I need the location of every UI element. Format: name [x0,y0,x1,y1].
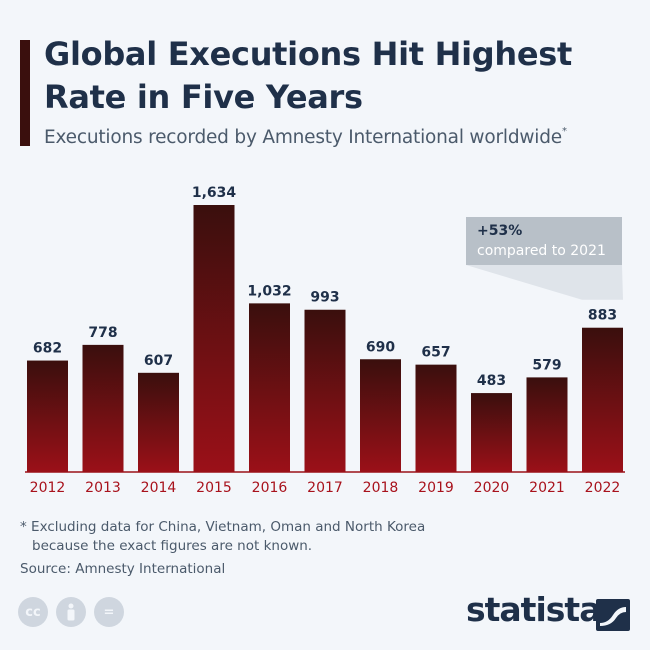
bar-2016 [249,303,290,472]
bar-2019 [415,364,457,472]
callout-text: compared to 2021 [477,243,606,259]
person-icon[interactable] [56,597,86,627]
value-label-2019: 657 [421,345,450,361]
callout-box [466,217,622,265]
footnote-line2: because the exact figures are not known. [32,538,313,554]
bars-group: 682 2012 778 2013 607 2014 1,634 2015 1,032 2016 9… [27,185,623,496]
year-label-2021: 2021 [529,480,565,496]
year-label-2016: 2016 [252,480,288,496]
year-label-2022: 2022 [585,480,621,496]
year-label-2019: 2019 [418,480,454,496]
year-label-2013: 2013 [85,480,121,496]
statista-logo-text[interactable]: statista [466,590,601,629]
year-label-2017: 2017 [307,480,343,496]
value-label-2015: 1,634 [192,185,237,201]
year-label-2018: 2018 [363,480,399,496]
bar-2020 [471,393,512,472]
bar-2017 [304,309,346,472]
statista-logo-icon[interactable] [596,599,630,631]
value-label-2016: 1,032 [247,283,291,299]
year-label-2020: 2020 [474,480,510,496]
cc-icon[interactable]: cc [18,597,48,627]
title-accent-bar [20,40,30,146]
bar-2014 [138,372,179,472]
license-icons: cc = [18,597,124,627]
callout-percent: +53% [477,223,522,239]
footnote: * Excluding data for China, Vietnam, Oma… [20,518,640,556]
value-label-2018: 690 [366,339,395,355]
year-label-2014: 2014 [141,480,177,496]
value-label-2013: 778 [88,325,117,341]
year-label-2012: 2012 [30,480,66,496]
source-text: Source: Amnesty International [20,561,226,577]
subtitle-text: Executions recorded by Amnesty Internati… [44,127,562,148]
value-label-2012: 682 [33,341,62,357]
bar-2015 [193,205,235,472]
subtitle-footnote-marker: * [561,125,567,137]
value-label-2022: 883 [588,308,617,324]
value-label-2017: 993 [310,290,339,306]
bar-2013 [82,344,124,472]
value-label-2014: 607 [144,353,173,369]
chart-subtitle: Executions recorded by Amnesty Internati… [44,125,644,148]
value-label-2020: 483 [477,373,506,389]
chart-title: Global Executions Hit Highest Rate in Fi… [44,35,572,116]
bar-2012 [27,360,68,472]
callout-connector-shade [466,265,623,300]
bar-2021 [526,377,568,472]
year-label-2015: 2015 [196,480,232,496]
value-label-2021: 579 [532,357,561,373]
bar-2018 [360,359,401,472]
bar-2022 [582,327,623,472]
footnote-line1: * Excluding data for China, Vietnam, Oma… [20,519,426,535]
equals-icon[interactable]: = [94,597,124,627]
